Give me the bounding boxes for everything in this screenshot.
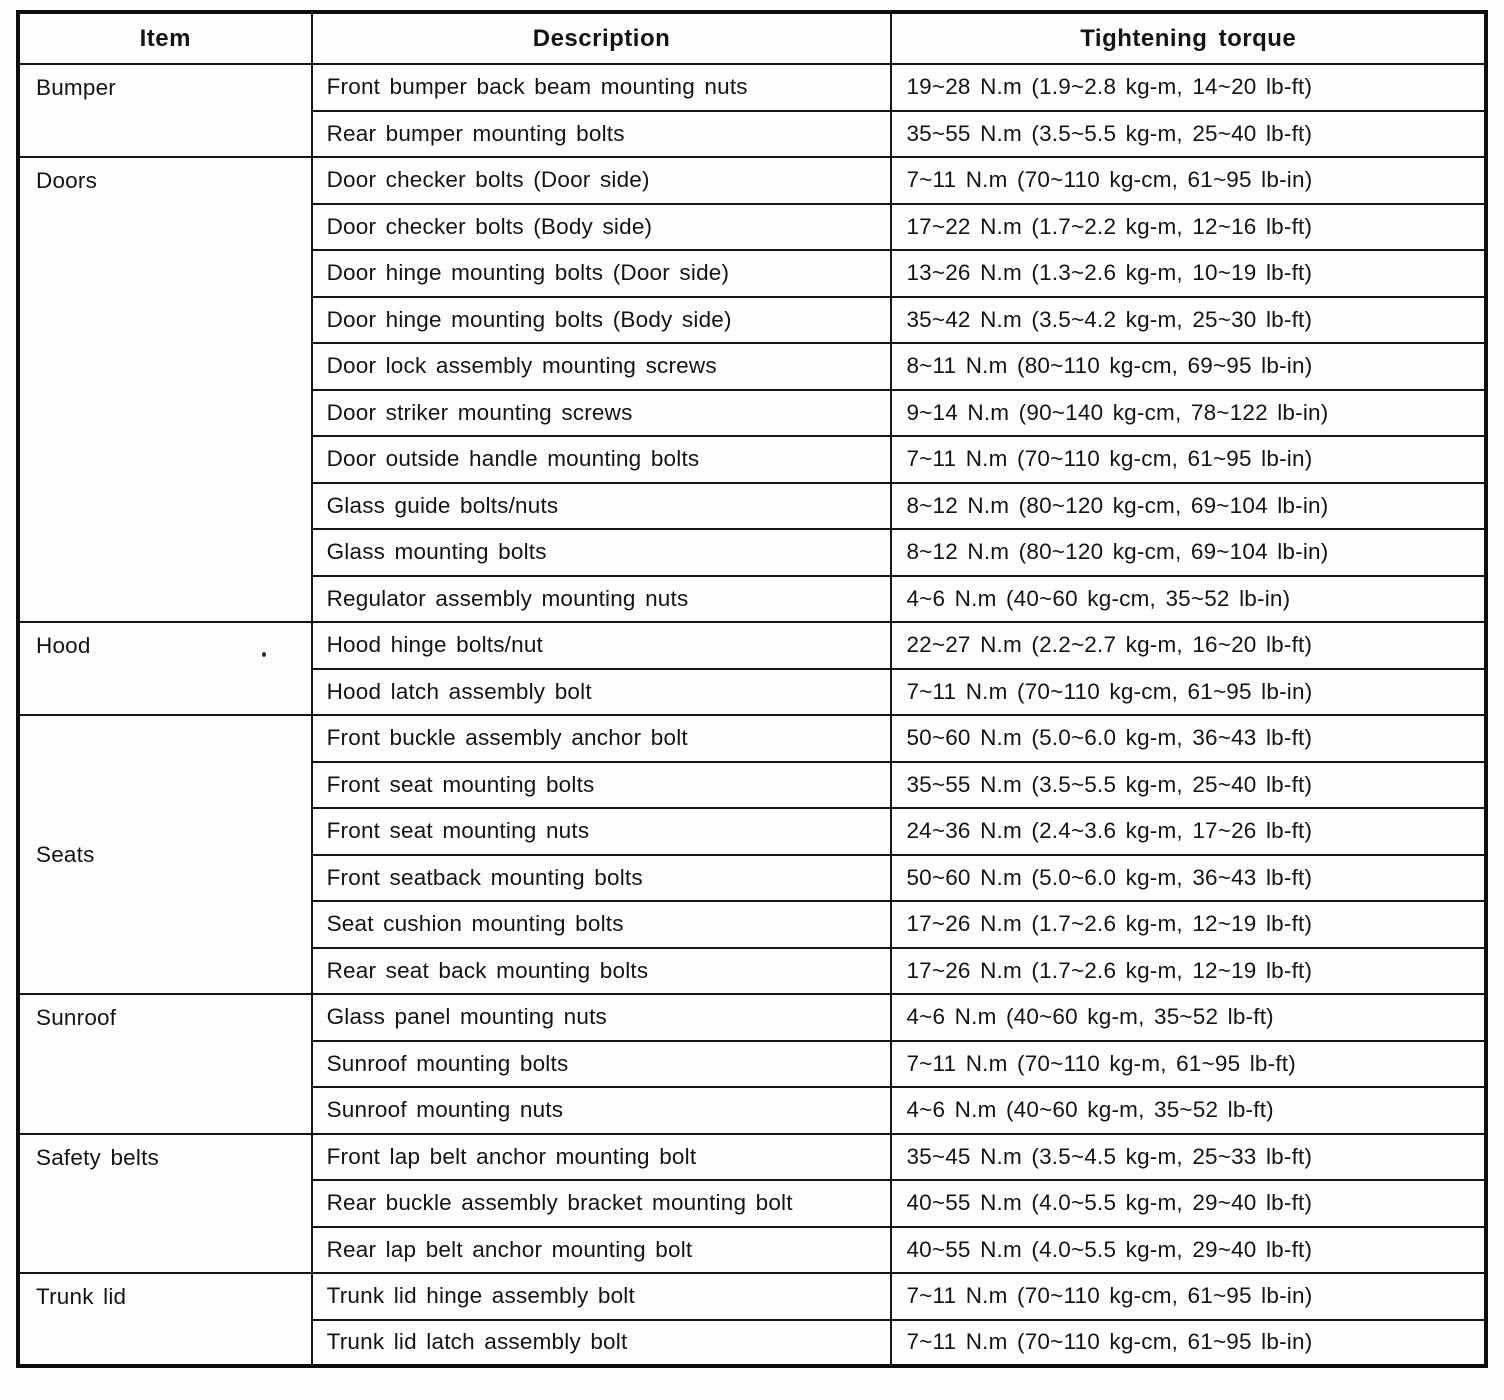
table-row: Front seatback mounting bolts 50~60 N.m (… xyxy=(18,853,1487,902)
table-row: Door striker mounting screws 9~14 N.m (90… xyxy=(18,388,1487,437)
table-row: Door hinge mounting bolts (Door side) 13~… xyxy=(18,249,1487,298)
table-row: Door lock assembly mounting screws 8~11 N… xyxy=(18,342,1487,391)
table-header-row: Item Description Tightening torque xyxy=(17,11,1487,65)
item-cell: Safety belts xyxy=(17,1132,313,1274)
table-row: Sunroof mounting nuts 4~6 N.m (40~60 kg-m… xyxy=(18,1086,1487,1135)
item-cell: Seats xyxy=(17,714,313,995)
torque-cell: 35~42 N.m (3.5~4.2 kg-m, 25~30 lb-ft) xyxy=(890,295,1487,344)
item-cell: Bumper xyxy=(17,63,313,158)
torque-table-body: Bumper Front bumper back beam mounting nu… xyxy=(17,63,1487,1367)
description-cell: Sunroof mounting nuts xyxy=(310,1086,893,1135)
description-cell: Glass guide bolts/nuts xyxy=(310,481,893,530)
description-cell: Trunk lid hinge assembly bolt xyxy=(310,1272,893,1321)
description-cell: Door outside handle mounting bolts xyxy=(310,435,893,484)
torque-cell: 4~6 N.m (40~60 kg-cm, 35~52 lb-in) xyxy=(890,574,1487,623)
table-row: Seats Front buckle assembly anchor bolt 50… xyxy=(17,714,1487,995)
description-cell: Front buckle assembly anchor bolt xyxy=(310,714,893,763)
torque-cell: 9~14 N.m (90~140 kg-cm, 78~122 lb-in) xyxy=(890,388,1487,437)
description-cell: Rear bumper mounting bolts xyxy=(310,109,893,158)
torque-cell: 35~45 N.m (3.5~4.5 kg-m, 25~33 lb-ft) xyxy=(890,1132,1487,1181)
torque-cell: 40~55 N.m (4.0~5.5 kg-m, 29~40 lb-ft) xyxy=(890,1179,1487,1228)
tightening-torque-table: Item Description Tightening torque Bumpe… xyxy=(16,10,1488,1368)
torque-cell: 7~11 N.m (70~110 kg-cm, 61~95 lb-in) xyxy=(890,1272,1487,1321)
torque-cell: 35~55 N.m (3.5~5.5 kg-m, 25~40 lb-ft) xyxy=(890,109,1487,158)
table-row: Sunroof mounting bolts 7~11 N.m (70~110 k… xyxy=(18,1039,1487,1088)
table-row: Bumper Front bumper back beam mounting nu… xyxy=(17,63,1487,158)
table-row: Door hinge mounting bolts (Body side) 35~… xyxy=(18,295,1487,344)
table-row: Door checker bolts (Body side) 17~22 N.m … xyxy=(18,202,1487,251)
header-item: Item xyxy=(17,11,313,65)
torque-cell: 7~11 N.m (70~110 kg-cm, 61~95 lb-in) xyxy=(890,667,1487,716)
description-cell: Door striker mounting screws xyxy=(310,388,893,437)
torque-cell: 7~11 N.m (70~110 kg-cm, 61~95 lb-in) xyxy=(890,1318,1487,1367)
table-row: Door outside handle mounting bolts 7~11 N… xyxy=(18,435,1487,484)
torque-cell: 17~22 N.m (1.7~2.2 kg-m, 12~16 lb-ft) xyxy=(890,202,1487,251)
torque-cell: 4~6 N.m (40~60 kg-m, 35~52 lb-ft) xyxy=(890,993,1487,1042)
description-cell: Door lock assembly mounting screws xyxy=(310,342,893,391)
description-cell: Glass panel mounting nuts xyxy=(310,993,893,1042)
table-row: Trunk lid latch assembly bolt 7~11 N.m (7… xyxy=(18,1318,1487,1367)
table-row: Rear bumper mounting bolts 35~55 N.m (3.5… xyxy=(18,109,1487,158)
table-row: Glass guide bolts/nuts 8~12 N.m (80~120 k… xyxy=(18,481,1487,530)
torque-cell: 8~12 N.m (80~120 kg-cm, 69~104 lb-in) xyxy=(890,528,1487,577)
torque-cell: 19~28 N.m (1.9~2.8 kg-m, 14~20 lb-ft) xyxy=(890,63,1487,112)
description-cell: Front seat mounting nuts xyxy=(310,807,893,856)
torque-cell: 7~11 N.m (70~110 kg-m, 61~95 lb-ft) xyxy=(890,1039,1487,1088)
description-cell: Glass mounting bolts xyxy=(310,528,893,577)
description-cell: Front seatback mounting bolts xyxy=(310,853,893,902)
table-row: Safety belts Front lap belt anchor mounti… xyxy=(17,1132,1487,1274)
item-cell: Trunk lid xyxy=(17,1272,313,1367)
scan-artifact-dot xyxy=(262,652,266,657)
table-row: Rear buckle assembly bracket mounting bo… xyxy=(18,1179,1487,1228)
header-tightening-torque: Tightening torque xyxy=(890,11,1487,65)
table-row: Regulator assembly mounting nuts 4~6 N.m … xyxy=(18,574,1487,623)
description-cell: Door hinge mounting bolts (Body side) xyxy=(310,295,893,344)
torque-cell: 8~12 N.m (80~120 kg-cm, 69~104 lb-in) xyxy=(890,481,1487,530)
torque-cell: 17~26 N.m (1.7~2.6 kg-m, 12~19 lb-ft) xyxy=(890,900,1487,949)
torque-cell: 4~6 N.m (40~60 kg-m, 35~52 lb-ft) xyxy=(890,1086,1487,1135)
torque-cell: 13~26 N.m (1.3~2.6 kg-m, 10~19 lb-ft) xyxy=(890,249,1487,298)
torque-cell: 40~55 N.m (4.0~5.5 kg-m, 29~40 lb-ft) xyxy=(890,1225,1487,1274)
table-row: Rear lap belt anchor mounting bolt 40~55 … xyxy=(18,1225,1487,1274)
description-cell: Rear buckle assembly bracket mounting bo… xyxy=(310,1179,893,1228)
torque-cell: 17~26 N.m (1.7~2.6 kg-m, 12~19 lb-ft) xyxy=(890,946,1487,995)
description-cell: Hood latch assembly bolt xyxy=(310,667,893,716)
torque-cell: 7~11 N.m (70~110 kg-cm, 61~95 lb-in) xyxy=(890,435,1487,484)
item-cell: Hood xyxy=(17,621,313,716)
description-cell: Hood hinge bolts/nut xyxy=(310,621,893,670)
torque-cell: 22~27 N.m (2.2~2.7 kg-m, 16~20 lb-ft) xyxy=(890,621,1487,670)
table-row: Seat cushion mounting bolts 17~26 N.m (1.… xyxy=(18,900,1487,949)
table-row: Rear seat back mounting bolts 17~26 N.m (… xyxy=(18,946,1487,995)
description-cell: Door hinge mounting bolts (Door side) xyxy=(310,249,893,298)
item-cell: Doors xyxy=(17,156,313,623)
description-cell: Door checker bolts (Body side) xyxy=(310,202,893,251)
description-cell: Sunroof mounting bolts xyxy=(310,1039,893,1088)
description-cell: Regulator assembly mounting nuts xyxy=(310,574,893,623)
description-cell: Rear seat back mounting bolts xyxy=(310,946,893,995)
table-row: Doors Door checker bolts (Door side) 7~11 … xyxy=(17,156,1487,623)
header-description: Description xyxy=(310,11,893,65)
torque-cell: 24~36 N.m (2.4~3.6 kg-m, 17~26 lb-ft) xyxy=(890,807,1487,856)
torque-cell: 7~11 N.m (70~110 kg-cm, 61~95 lb-in) xyxy=(890,156,1487,205)
description-cell: Rear lap belt anchor mounting bolt xyxy=(310,1225,893,1274)
table-row: Trunk lid Trunk lid hinge assembly bolt 7~… xyxy=(17,1272,1487,1367)
torque-cell: 8~11 N.m (80~110 kg-cm, 69~95 lb-in) xyxy=(890,342,1487,391)
table-row: Hood Hood hinge bolts/nut 22~27 N.m (2.2~2… xyxy=(17,621,1487,716)
table-row: Front seat mounting bolts 35~55 N.m (3.5~… xyxy=(18,760,1487,809)
description-cell: Front lap belt anchor mounting bolt xyxy=(310,1132,893,1181)
table-row: Front seat mounting nuts 24~36 N.m (2.4~3… xyxy=(18,807,1487,856)
description-cell: Front bumper back beam mounting nuts xyxy=(310,63,893,112)
table-row: Glass mounting bolts 8~12 N.m (80~120 kg-… xyxy=(18,528,1487,577)
description-cell: Trunk lid latch assembly bolt xyxy=(310,1318,893,1367)
table-row: Sunroof Glass panel mounting nuts 4~6 N.m … xyxy=(17,993,1487,1135)
description-cell: Door checker bolts (Door side) xyxy=(310,156,893,205)
torque-cell: 35~55 N.m (3.5~5.5 kg-m, 25~40 lb-ft) xyxy=(890,760,1487,809)
description-cell: Front seat mounting bolts xyxy=(310,760,893,809)
table-row: Hood latch assembly bolt 7~11 N.m (70~110… xyxy=(18,667,1487,716)
item-cell: Sunroof xyxy=(17,993,313,1135)
description-cell: Seat cushion mounting bolts xyxy=(310,900,893,949)
torque-cell: 50~60 N.m (5.0~6.0 kg-m, 36~43 lb-ft) xyxy=(890,714,1487,763)
torque-cell: 50~60 N.m (5.0~6.0 kg-m, 36~43 lb-ft) xyxy=(890,853,1487,902)
